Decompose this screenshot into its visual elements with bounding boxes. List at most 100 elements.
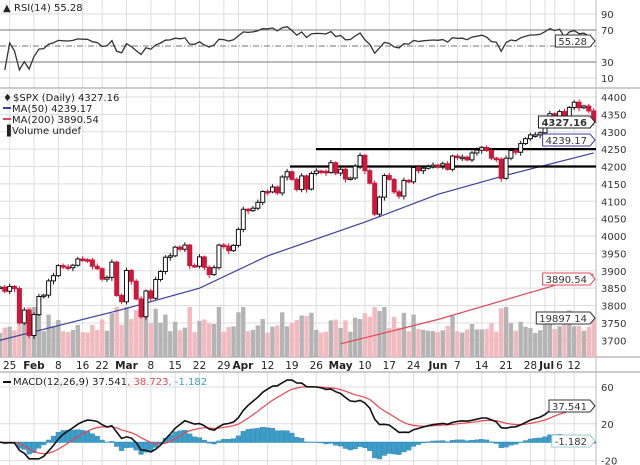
volume-bar xyxy=(231,326,236,357)
volume-bar xyxy=(567,310,572,357)
macd-histogram-bar xyxy=(445,441,451,443)
volume-bar xyxy=(343,320,348,357)
volume-bar xyxy=(129,319,134,357)
volume-bar xyxy=(275,325,280,357)
candle-body xyxy=(367,170,373,184)
date-tick-label: Apr xyxy=(232,360,254,372)
rsi-tick-label: 30 xyxy=(601,58,614,69)
candle-body xyxy=(0,286,3,290)
candle-body xyxy=(586,105,592,112)
volume-bar xyxy=(460,332,465,357)
volume-bar xyxy=(357,319,363,357)
volume-bar xyxy=(85,332,90,357)
macd-histogram-bar xyxy=(80,429,86,443)
macd-histogram-bar xyxy=(352,442,358,450)
candle-body xyxy=(265,191,271,194)
candle-body xyxy=(201,256,207,268)
macd-histogram-bar xyxy=(84,431,91,443)
date-tick-label: 14 xyxy=(475,360,489,372)
macd-histogram-bar xyxy=(50,435,57,443)
date-tick-label: 12 xyxy=(568,360,581,372)
candle-body xyxy=(440,163,446,167)
volume-bar xyxy=(528,328,533,357)
macd-histogram-bar xyxy=(493,442,499,444)
macd-panel xyxy=(0,379,597,460)
macd-histogram-bar xyxy=(109,441,115,443)
candle-body xyxy=(488,150,494,159)
volume-bar xyxy=(99,319,105,357)
macd-histogram-bar xyxy=(503,442,509,448)
volume-last-value: 19897 14 xyxy=(539,314,587,325)
macd-histogram-bar xyxy=(187,433,193,443)
volume-bar xyxy=(143,307,149,357)
volume-bar xyxy=(36,309,42,357)
candle-body xyxy=(581,105,587,109)
date-tick-label: 8 xyxy=(55,360,62,372)
candle-body xyxy=(523,138,529,145)
macd-histogram-bar xyxy=(114,442,120,447)
volume-bar xyxy=(421,329,426,357)
price-tick-label: 3700 xyxy=(601,336,626,347)
ma200-swatch xyxy=(3,118,11,120)
macd-histogram-bar xyxy=(153,442,159,448)
candle-body xyxy=(70,264,76,269)
macd-histogram-bar xyxy=(41,442,47,445)
candle-body xyxy=(235,228,241,246)
date-tick-label: 15 xyxy=(168,360,181,372)
rsi-legend: RSI(14) 55.28 xyxy=(14,3,83,14)
volume-bar xyxy=(280,312,285,357)
volume-bar xyxy=(109,313,115,357)
volume-bar xyxy=(124,307,129,357)
date-tick-label: 29 xyxy=(217,360,230,372)
volume-bar xyxy=(284,326,290,357)
volume-last-tag: 19897 14 xyxy=(535,311,596,325)
macd-histogram-bar xyxy=(230,438,237,443)
price-tick-label: 4200 xyxy=(601,163,626,174)
candle-body xyxy=(192,265,198,268)
macd-histogram-bar xyxy=(318,442,324,444)
candle-body xyxy=(464,156,470,161)
candle-body xyxy=(89,259,95,267)
candle-body xyxy=(469,152,475,161)
macd-histogram-bar xyxy=(406,442,412,451)
volume-bar xyxy=(552,328,557,357)
macd-histogram-bar xyxy=(420,442,426,444)
macd-hist-last-tag: -1.182 xyxy=(551,434,596,448)
candle-body xyxy=(454,155,460,159)
macd-histogram-bar xyxy=(221,438,227,443)
price-tick-label: 4250 xyxy=(601,145,626,156)
volume-bar xyxy=(216,307,222,357)
volume-bar xyxy=(426,330,431,357)
candle-body xyxy=(386,175,392,180)
volume-bar xyxy=(435,332,441,357)
price-panel xyxy=(0,99,597,357)
volume-bar xyxy=(56,319,61,357)
volume-bar xyxy=(309,312,314,357)
volume-bar xyxy=(236,312,241,357)
volume-bar xyxy=(581,330,587,357)
price-tick-label: 3850 xyxy=(601,284,626,295)
volume-bar xyxy=(41,331,46,357)
macd-histogram-bar xyxy=(328,442,334,444)
candle-body xyxy=(231,244,237,252)
volume-bar xyxy=(382,307,387,357)
macd-histogram-bar xyxy=(99,439,105,443)
volume-bar xyxy=(328,320,334,357)
rsi-tick-label: 70 xyxy=(601,26,614,37)
volume-bar xyxy=(518,321,523,357)
candle-body xyxy=(167,255,173,258)
macd-tick-label: 20 xyxy=(601,420,614,431)
rsi-line xyxy=(4,26,595,72)
volume-bar xyxy=(523,326,528,357)
volume-bar xyxy=(226,327,231,357)
price-tick-label: 3750 xyxy=(601,319,626,330)
volume-bar xyxy=(445,325,450,357)
macd-histogram-bar xyxy=(498,442,504,449)
volume-bar xyxy=(158,322,163,357)
volume-bar xyxy=(221,331,226,357)
volume-bar xyxy=(450,315,455,357)
price-tick-label: 3800 xyxy=(601,302,626,313)
candle-body xyxy=(7,285,13,292)
candle-body xyxy=(206,266,212,276)
volume-bar xyxy=(241,307,246,357)
